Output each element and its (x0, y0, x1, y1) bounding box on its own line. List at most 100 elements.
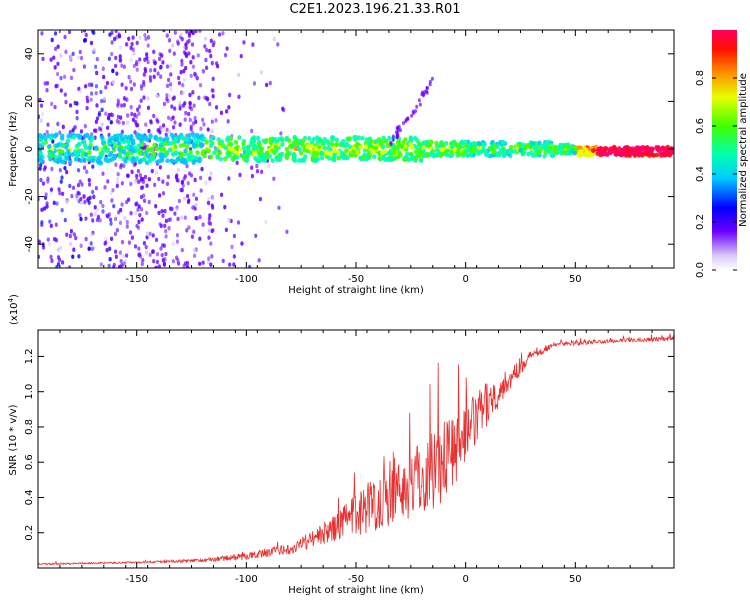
heatmap-cell (116, 176, 120, 182)
heatmap-cell (301, 138, 306, 144)
heatmap-cell (177, 75, 181, 81)
heatmap-cell (110, 198, 114, 203)
heatmap-cell (68, 241, 73, 247)
heatmap-cell (147, 177, 151, 182)
heatmap-cell (377, 156, 382, 161)
snr-y-ticks: 0.2 0.4 0.6 0.8 1.0 1.2 (24, 348, 674, 541)
heatmap-cell (148, 231, 152, 236)
heatmap-cell (55, 201, 59, 206)
heatmap-cell (107, 132, 111, 138)
heatmap-cell (180, 247, 184, 253)
heatmap-cell (207, 196, 211, 202)
heatmap-cell (39, 103, 44, 108)
heatmap-cell (584, 147, 589, 152)
heatmap-cell (127, 240, 132, 245)
heatmap-cell (181, 90, 185, 96)
heatmap-cell (206, 127, 210, 132)
heatmap-cell (72, 232, 76, 237)
heatmap-cell (214, 118, 218, 123)
heatmap-cell (207, 228, 211, 233)
heatmap-cell (169, 158, 174, 164)
heatmap-cell (216, 64, 220, 69)
heatmap-cell (248, 264, 252, 268)
snr-marks (38, 333, 674, 566)
heatmap-cell (50, 153, 55, 159)
heatmap-cell (171, 43, 175, 48)
heatmap-cell (140, 185, 145, 190)
heatmap-cell (215, 154, 220, 160)
heatmap-cell (250, 173, 255, 179)
heatmap-cell (131, 35, 135, 40)
heatmap-cell (65, 138, 71, 144)
heatmap-cell (191, 90, 195, 95)
heatmap-cell (43, 195, 48, 200)
spectrogram-marks (38, 30, 674, 268)
heatmap-cell (54, 237, 58, 243)
heatmap-cell (330, 135, 336, 141)
heatmap-cell (209, 53, 213, 59)
heatmap-cell (58, 257, 62, 263)
heatmap-cell (109, 190, 113, 196)
heatmap-cell (167, 129, 171, 134)
heatmap-cell (198, 142, 204, 148)
heatmap-cell (163, 256, 167, 262)
heatmap-cell (145, 153, 150, 159)
heatmap-cell (110, 51, 114, 57)
heatmap-cell (259, 70, 263, 75)
heatmap-cell (221, 31, 225, 36)
heatmap-cell (191, 136, 197, 142)
heatmap-cell (173, 136, 179, 142)
heatmap-cell (50, 146, 55, 152)
heatmap-cell (177, 80, 182, 86)
x-tick-label: 0 (462, 274, 468, 285)
heatmap-cell (408, 135, 413, 141)
heatmap-cell (59, 75, 63, 81)
heatmap-cell (65, 265, 69, 268)
heatmap-cell (216, 137, 221, 143)
heatmap-cell (138, 35, 142, 40)
heatmap-cell (120, 239, 125, 245)
heatmap-cell (395, 133, 399, 138)
heatmap-cell (364, 137, 370, 143)
heatmap-cell (165, 64, 170, 69)
heatmap-cell (49, 57, 53, 62)
heatmap-cell (54, 132, 59, 138)
colorbar-tick-label: 0.8 (695, 70, 706, 86)
heatmap-cell (287, 138, 292, 143)
heatmap-cell (138, 254, 143, 259)
heatmap-cell (391, 138, 395, 143)
heatmap-cell (382, 149, 388, 154)
heatmap-cell (48, 156, 53, 162)
heatmap-cell (100, 98, 104, 104)
heatmap-cell (123, 145, 129, 151)
heatmap-cell (165, 83, 170, 89)
heatmap-cell (404, 151, 410, 157)
heatmap-cell (50, 166, 54, 172)
heatmap-cell (178, 100, 182, 105)
heatmap-cell (95, 158, 100, 164)
heatmap-cell (201, 222, 205, 227)
heatmap-cell (129, 86, 134, 92)
heatmap-cell (393, 146, 398, 151)
heatmap-cell (204, 65, 209, 71)
heatmap-cell (115, 35, 119, 40)
heatmap-cell (193, 206, 197, 212)
heatmap-cell (144, 250, 149, 255)
heatmap-cell (116, 102, 120, 108)
heatmap-cell (132, 82, 136, 87)
heatmap-cell (159, 74, 163, 79)
heatmap-cell (212, 150, 217, 156)
snr-panel: -150 -100 -50 0 50 0.2 0.4 0.6 0.8 1.0 1.2 Height… (7, 294, 675, 596)
heatmap-cell (202, 122, 206, 127)
heatmap-cell (137, 127, 141, 132)
heatmap-cell (105, 80, 110, 86)
heatmap-cell (192, 103, 196, 108)
heatmap-cell (207, 256, 211, 261)
heatmap-cell (612, 145, 617, 151)
heatmap-cell (471, 140, 477, 146)
heatmap-cell (42, 167, 46, 172)
heatmap-cell (50, 37, 54, 43)
heatmap-cell (161, 127, 165, 132)
heatmap-cell (201, 260, 205, 265)
heatmap-cell (179, 69, 183, 75)
